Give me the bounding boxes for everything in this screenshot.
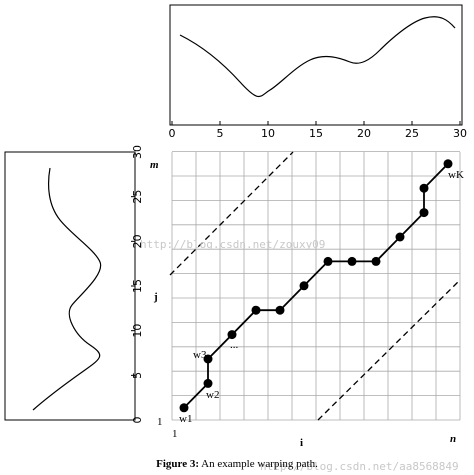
point-label: w1 — [179, 413, 192, 425]
axis-label: j — [153, 291, 158, 303]
top-plot-frame — [169, 4, 463, 126]
watermark: http://blog.csdn.net/zouxy09 — [140, 238, 325, 251]
x-tick-label: 5 — [217, 127, 224, 140]
caption: Figure 3: An example warping path. — [156, 458, 318, 470]
point-label: w2 — [206, 389, 219, 401]
y-tick-label: 10 — [131, 324, 144, 338]
path-point — [251, 305, 261, 315]
caption-label: Figure 3: — [156, 458, 199, 470]
origin-label: 1 — [172, 428, 178, 440]
path-point — [443, 159, 453, 169]
point-label: ... — [230, 339, 239, 351]
x-tick-label: 30 — [453, 127, 467, 140]
axis-label: n — [450, 433, 456, 445]
window-bound — [169, 151, 294, 276]
path-point — [299, 281, 309, 291]
point-label: wK — [448, 169, 464, 181]
y-tick-label: 5 — [131, 372, 144, 379]
path-point — [203, 354, 213, 364]
left-plot-frame — [4, 151, 136, 421]
y-tick-label: 25 — [131, 190, 144, 204]
axis-label: m — [150, 159, 159, 171]
path-point — [323, 256, 333, 266]
warping-path — [183, 163, 449, 409]
caption-text: An example warping path. — [201, 458, 318, 470]
grid — [171, 151, 461, 421]
origin-label: 1 — [157, 416, 163, 428]
x-tick-label: 25 — [405, 127, 419, 140]
y-tick-label: 0 — [131, 417, 144, 424]
x-tick-label: 20 — [357, 127, 371, 140]
path-point — [347, 256, 357, 266]
path-point — [227, 330, 237, 340]
path-point — [419, 183, 429, 193]
x-tick-label: 15 — [309, 127, 323, 140]
top-series-curve — [179, 16, 456, 98]
axis-label: i — [300, 437, 303, 449]
point-label: w3 — [193, 349, 207, 361]
x-tick-label: 0 — [169, 127, 176, 140]
y-tick-label: 15 — [131, 279, 144, 293]
x-tick-label: 10 — [261, 127, 275, 140]
path-point — [395, 232, 405, 242]
path-point — [203, 378, 213, 388]
path-points — [179, 159, 453, 413]
y-tick-label: 30 — [131, 145, 144, 159]
left-series-curve — [32, 167, 102, 411]
path-point — [371, 256, 381, 266]
window-bound — [317, 279, 461, 421]
y-tick-label: 20 — [131, 234, 144, 248]
watermark: http://blog.csdn.net/aa8568849 — [260, 460, 459, 473]
path-point — [419, 208, 429, 218]
path-point — [179, 403, 189, 413]
path-point — [275, 305, 285, 315]
